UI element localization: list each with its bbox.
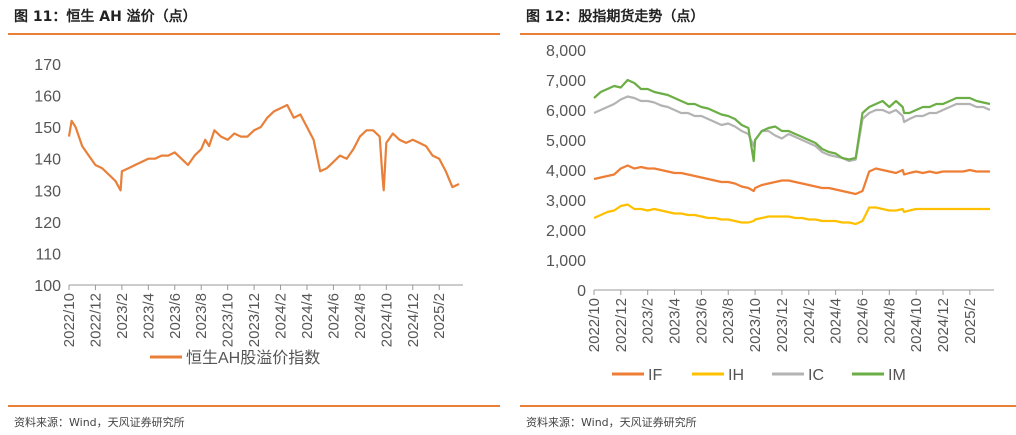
- x-tick-label: 2024/10: [378, 293, 395, 347]
- x-tick-label: 2022/10: [586, 298, 603, 352]
- x-tick-label: 2023/6: [167, 293, 184, 339]
- legend-label: 恒生AH股溢价指数: [186, 349, 320, 367]
- source-note-left: 资料来源：Wind，天风证券研究所: [14, 416, 185, 429]
- series-line-im: [593, 78, 991, 163]
- legend-label: IC: [808, 367, 824, 384]
- series-line-恒生ah股溢价指数: [67, 103, 460, 192]
- x-tick-label: 2024/2: [801, 298, 818, 344]
- x-tick-label: 2024/6: [854, 298, 871, 344]
- x-tick-label: 2023/12: [246, 293, 263, 347]
- left-panel: 图 11：恒生 AH 溢价（点） 100 110 120 130 140 150 160 17…: [0, 0, 500, 435]
- x-tick-label: 2023/4: [140, 293, 157, 339]
- x-tick-label: 2023/8: [193, 293, 210, 339]
- x-tick-label: 2024/6: [325, 293, 342, 339]
- legend-label: IF: [648, 367, 662, 384]
- x-tick-label: 2024/12: [935, 298, 952, 352]
- x-tick-label: 2023/2: [640, 298, 657, 344]
- series-line-ic: [593, 95, 991, 163]
- y-tick-label: 5,000: [546, 133, 586, 150]
- x-tick-label: 2023/2: [114, 293, 131, 339]
- x-tick-label: 2025/2: [431, 293, 448, 339]
- y-tick-label: 1,000: [546, 253, 586, 270]
- title-divider-left: [8, 33, 500, 35]
- ah-premium-chart: 100 110 120 130 140 150 160 170 2022/10 2022/12 20…: [34, 57, 463, 367]
- y-tick-label: 110: [35, 246, 61, 263]
- x-tick-label: 2024/10: [908, 298, 925, 352]
- y-tick-label: 3,000: [546, 193, 586, 210]
- x-tick-label: 2023/8: [720, 298, 737, 344]
- y-tick-label: 130: [34, 183, 61, 200]
- y-tick-label: 4,000: [546, 163, 586, 180]
- series-line-ih: [593, 203, 990, 226]
- y-tick-label: 7,000: [546, 73, 586, 90]
- x-tick-label: 2024/12: [405, 293, 422, 347]
- legend-label: IH: [728, 367, 744, 384]
- source-note-right: 资料来源：Wind，天风证券研究所: [526, 416, 697, 429]
- x-tick-label: 2024/4: [299, 293, 316, 339]
- x-tick-label: 2022/12: [87, 293, 104, 347]
- y-tick-label: 150: [34, 120, 61, 137]
- y-tick-label: 6,000: [546, 103, 586, 120]
- y-tick-label: 8,000: [546, 43, 586, 60]
- x-tick-label: 2023/10: [220, 293, 237, 347]
- series-line-if: [593, 164, 990, 196]
- y-tick-label: 160: [34, 89, 61, 106]
- chart-title-left: 图 11：恒生 AH 溢价（点）: [14, 9, 197, 25]
- x-tick-label: 2024/8: [352, 293, 369, 339]
- y-tick-label: 0: [577, 283, 586, 300]
- x-tick-label: 2023/10: [747, 298, 764, 352]
- legend-label: IM: [888, 367, 906, 384]
- x-tick-label: 2023/12: [774, 298, 791, 352]
- y-tick-label: 100: [34, 278, 61, 295]
- chart-title-right: 图 12：股指期货走势（点）: [526, 9, 705, 25]
- x-tick-label: 2023/6: [693, 298, 710, 344]
- right-panel: 图 12：股指期货走势（点） 0 1,000 2,000 3,000 4,000 5,00…: [512, 0, 1016, 435]
- x-tick-label: 2022/12: [613, 298, 630, 352]
- x-tick-label: 2022/10: [61, 293, 78, 347]
- x-tick-label: 2024/8: [881, 298, 898, 344]
- y-tick-label: 120: [34, 215, 61, 232]
- index-futures-chart: 0 1,000 2,000 3,000 4,000 5,000 6,000 7,000 8,00…: [546, 43, 994, 384]
- y-tick-label: 170: [34, 57, 61, 74]
- x-tick-label: 2024/2: [273, 293, 290, 339]
- x-tick-label: 2024/4: [828, 298, 845, 344]
- x-tick-label: 2025/2: [962, 298, 979, 344]
- y-tick-label: 2,000: [546, 223, 586, 240]
- title-divider-right: [520, 33, 1016, 35]
- source-divider-left: [8, 405, 500, 407]
- x-tick-label: 2023/4: [667, 298, 684, 344]
- y-tick-label: 140: [34, 152, 61, 169]
- source-divider-right: [520, 405, 1016, 407]
